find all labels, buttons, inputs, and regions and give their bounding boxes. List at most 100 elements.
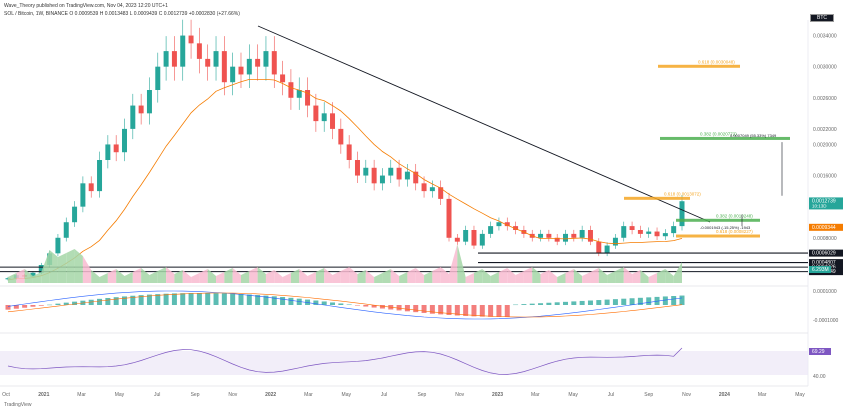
- fib-level-label: 0.618 (0.0030048): [698, 59, 735, 64]
- candle: [496, 222, 502, 227]
- x-tick-label: Oct: [2, 392, 10, 398]
- candle: [471, 230, 477, 246]
- x-tick-label: 2024: [719, 392, 730, 398]
- volume-area: [324, 268, 333, 283]
- macd-bar: [496, 305, 502, 317]
- candle: [404, 171, 410, 180]
- macd-bar: [346, 304, 352, 305]
- macd-bar: [363, 305, 369, 307]
- macd-bar: [488, 305, 494, 317]
- x-tick-label: May: [342, 392, 352, 398]
- candle: [321, 113, 327, 122]
- volume-area: [399, 272, 408, 283]
- volume-area: [482, 269, 491, 283]
- volume-area: [532, 267, 541, 283]
- signal-line: [7, 292, 683, 318]
- candle: [330, 113, 336, 129]
- price-tag: [809, 249, 843, 257]
- x-tick-label: Jul: [154, 392, 160, 398]
- macd-bar: [280, 297, 286, 305]
- volume-area: [24, 269, 33, 283]
- candle: [246, 58, 252, 75]
- candle: [596, 241, 602, 254]
- macd-bar: [596, 300, 602, 305]
- currency-label[interactable]: BTC: [810, 14, 834, 22]
- volume-area: [174, 270, 183, 283]
- candle: [388, 167, 394, 176]
- macd-bar: [121, 296, 127, 305]
- x-tick-label: Nov: [455, 392, 464, 398]
- candle: [255, 58, 261, 67]
- volume-area: [124, 272, 133, 283]
- macd-bar: [313, 300, 319, 305]
- macd-bar: [238, 294, 244, 305]
- macd-bar: [88, 299, 94, 305]
- candle: [479, 233, 485, 246]
- volume-area: [240, 271, 250, 283]
- macd-bar: [330, 302, 336, 305]
- candle: [38, 265, 44, 273]
- volume-area: [415, 268, 425, 283]
- candle: [196, 43, 202, 59]
- x-tick-label: Nov: [682, 392, 691, 398]
- macd-bar: [230, 293, 236, 305]
- volume-area: [299, 269, 308, 283]
- volume-area: [523, 267, 533, 283]
- macd-bar: [454, 305, 460, 316]
- candle: [146, 90, 152, 114]
- volume-area: [8, 273, 17, 283]
- volume-area: [232, 268, 241, 283]
- macd-bar: [171, 293, 177, 305]
- macd-axis-label: -0.0001000: [813, 318, 839, 324]
- volume-area: [132, 268, 142, 283]
- candle: [413, 171, 419, 184]
- macd-bar: [55, 303, 61, 305]
- volume-area: [157, 267, 167, 283]
- volume-area: [424, 271, 433, 283]
- macd-bar: [563, 301, 569, 305]
- volume-area: [91, 270, 100, 283]
- publish-info: Wave_Theory published on TradingView.com…: [4, 3, 168, 9]
- macd-bar: [421, 305, 427, 313]
- x-tick-label: May: [795, 392, 805, 398]
- volume-area: [582, 272, 591, 283]
- price-tag-label: 0.0012739: [812, 198, 836, 204]
- candle: [280, 74, 286, 83]
- volume-area: [640, 270, 649, 283]
- macd-bar: [321, 301, 327, 305]
- volume-area: [473, 269, 483, 283]
- volume-area: [507, 268, 516, 283]
- macd-bar: [679, 295, 685, 305]
- macd-bar: [554, 302, 560, 305]
- x-tick-label: Mar: [758, 392, 767, 398]
- volume-area: [274, 270, 283, 283]
- candle: [587, 230, 593, 242]
- macd-bar: [113, 297, 119, 305]
- volume-area: [665, 269, 674, 283]
- candle: [488, 226, 494, 234]
- x-tick-label: Mar: [304, 392, 313, 398]
- volume-area: [32, 272, 42, 283]
- candle: [646, 231, 652, 234]
- candle: [463, 230, 469, 242]
- price-tag-sub: 10:13D: [812, 203, 827, 208]
- candle: [421, 183, 427, 192]
- rsi-axis-label: 40.00: [813, 374, 826, 380]
- macd-bar: [463, 305, 469, 316]
- candle: [637, 230, 643, 234]
- candle: [88, 183, 94, 192]
- candle: [679, 201, 685, 227]
- price-tag-label: 0.0006029: [812, 251, 836, 257]
- volume-area: [490, 272, 499, 283]
- macd-bar: [97, 298, 103, 305]
- macd-bar: [571, 301, 577, 305]
- candle: [429, 187, 435, 192]
- candle: [55, 237, 61, 254]
- volume-area: [49, 250, 58, 283]
- candle: [238, 66, 244, 75]
- candle: [230, 66, 236, 83]
- candle: [621, 226, 627, 238]
- candle: [571, 233, 577, 238]
- candle: [72, 206, 78, 223]
